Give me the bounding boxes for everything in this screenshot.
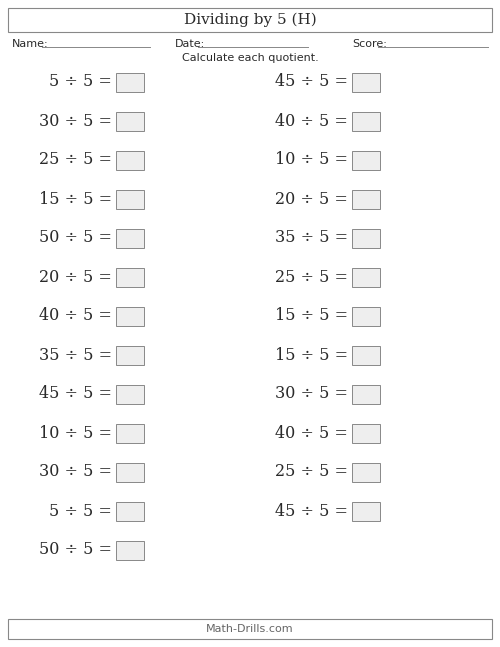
Bar <box>352 111 380 131</box>
Text: Calculate each quotient.: Calculate each quotient. <box>182 53 318 63</box>
Text: 35 ÷ 5 =: 35 ÷ 5 = <box>275 230 348 247</box>
Bar <box>352 501 380 520</box>
Bar <box>352 72 380 91</box>
Bar <box>116 384 144 404</box>
Bar <box>116 228 144 248</box>
Text: 40 ÷ 5 =: 40 ÷ 5 = <box>275 113 348 129</box>
Text: 50 ÷ 5 =: 50 ÷ 5 = <box>39 230 112 247</box>
Bar <box>352 190 380 208</box>
Bar <box>116 111 144 131</box>
Bar <box>116 424 144 443</box>
Text: 45 ÷ 5 =: 45 ÷ 5 = <box>39 386 112 402</box>
Bar <box>116 151 144 170</box>
Text: 50 ÷ 5 =: 50 ÷ 5 = <box>39 542 112 558</box>
Text: 25 ÷ 5 =: 25 ÷ 5 = <box>275 269 348 285</box>
Bar <box>116 345 144 364</box>
Text: Math-Drills.com: Math-Drills.com <box>206 624 294 634</box>
Bar <box>352 307 380 325</box>
Text: 45 ÷ 5 =: 45 ÷ 5 = <box>275 74 348 91</box>
Bar <box>116 72 144 91</box>
Bar <box>8 8 492 32</box>
Text: 25 ÷ 5 =: 25 ÷ 5 = <box>275 463 348 481</box>
Text: 35 ÷ 5 =: 35 ÷ 5 = <box>39 347 112 364</box>
Bar <box>352 151 380 170</box>
Bar <box>116 190 144 208</box>
Bar <box>116 540 144 560</box>
Bar <box>352 384 380 404</box>
Text: Date:: Date: <box>175 39 206 49</box>
Text: 15 ÷ 5 =: 15 ÷ 5 = <box>275 307 348 325</box>
Text: Dividing by 5 (H): Dividing by 5 (H) <box>184 13 316 27</box>
Bar <box>116 307 144 325</box>
Text: 30 ÷ 5 =: 30 ÷ 5 = <box>39 463 112 481</box>
Text: 10 ÷ 5 =: 10 ÷ 5 = <box>275 151 348 168</box>
Text: 5 ÷ 5 =: 5 ÷ 5 = <box>49 74 112 91</box>
Text: 10 ÷ 5 =: 10 ÷ 5 = <box>39 424 112 441</box>
Bar <box>352 345 380 364</box>
Text: 25 ÷ 5 =: 25 ÷ 5 = <box>39 151 112 168</box>
Bar <box>352 424 380 443</box>
Text: 30 ÷ 5 =: 30 ÷ 5 = <box>39 113 112 129</box>
Text: 45 ÷ 5 =: 45 ÷ 5 = <box>275 503 348 520</box>
Bar <box>116 267 144 287</box>
Text: 40 ÷ 5 =: 40 ÷ 5 = <box>39 307 112 325</box>
Text: 15 ÷ 5 =: 15 ÷ 5 = <box>275 347 348 364</box>
Bar <box>352 228 380 248</box>
Bar <box>116 463 144 481</box>
Text: 15 ÷ 5 =: 15 ÷ 5 = <box>39 190 112 208</box>
Text: 20 ÷ 5 =: 20 ÷ 5 = <box>39 269 112 285</box>
Text: Name:: Name: <box>12 39 49 49</box>
Bar <box>8 619 492 639</box>
Text: 5 ÷ 5 =: 5 ÷ 5 = <box>49 503 112 520</box>
Bar <box>116 501 144 520</box>
Bar <box>352 463 380 481</box>
Text: 40 ÷ 5 =: 40 ÷ 5 = <box>275 424 348 441</box>
Text: Score:: Score: <box>352 39 387 49</box>
Text: 20 ÷ 5 =: 20 ÷ 5 = <box>275 190 348 208</box>
Text: 30 ÷ 5 =: 30 ÷ 5 = <box>275 386 348 402</box>
Bar <box>352 267 380 287</box>
